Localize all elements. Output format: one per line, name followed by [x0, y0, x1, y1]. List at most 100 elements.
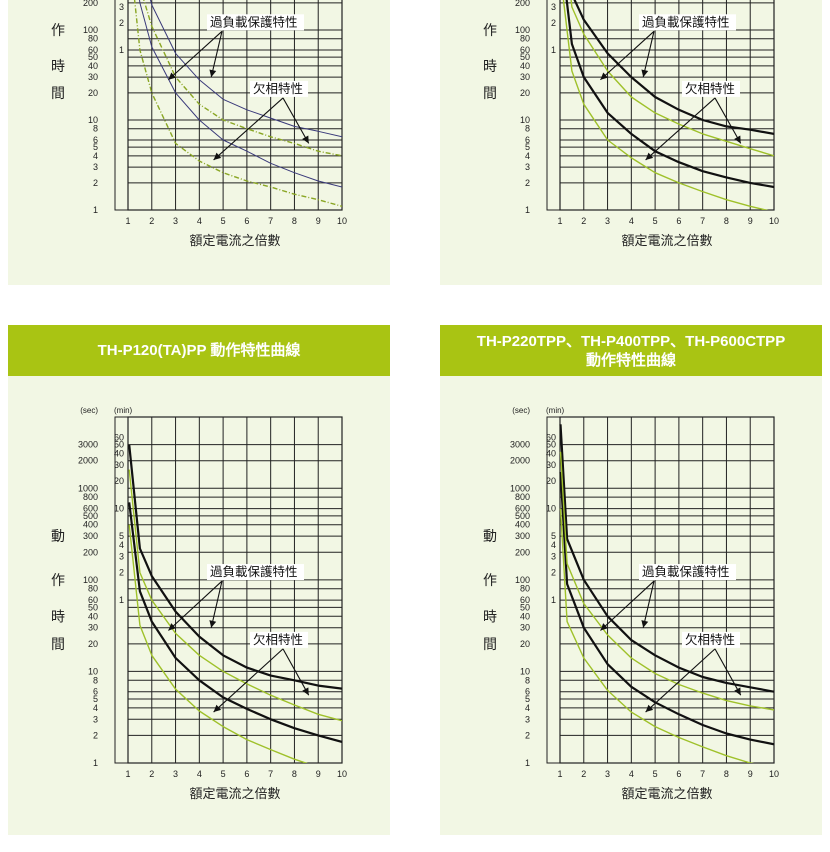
annotation-arrow [714, 648, 742, 696]
min-column-frame [114, 416, 129, 764]
y-tick-sec-label: 80 [520, 584, 530, 594]
y-tick-sec-label: 1 [525, 758, 530, 768]
x-tick-label: 1 [125, 216, 130, 226]
y-tick-sec-label: 3 [525, 162, 530, 172]
arrow-shaft [642, 31, 655, 78]
arrow-shaft [714, 97, 742, 144]
y-axis-label-char: 時 [483, 608, 497, 624]
y-tick-min-label: 60 [546, 432, 556, 442]
curves-group [562, 0, 774, 210]
chart-panel-bottom-left: TH-P120(TA)PP 動作特性曲線 3000 2000 1000 800 600 5… [8, 325, 390, 835]
min-column-frame [546, 0, 561, 211]
y-tick-sec-label: 400 [83, 520, 98, 530]
y-axis-label-char: 動 [51, 528, 65, 544]
y-tick-min-label: 2 [119, 18, 124, 28]
arrow-shaft [600, 580, 655, 631]
y-tick-sec-label: 50 [520, 52, 530, 62]
annotation-arrow [209, 31, 223, 78]
y-tick-sec-label: 60 [520, 595, 530, 605]
x-tick-label: 3 [605, 216, 610, 226]
y-axis-label-char: 時 [483, 58, 497, 74]
x-tick-label: 6 [676, 769, 681, 779]
y-tick-sec-label: 4 [525, 703, 530, 713]
annotation-arrow [168, 30, 223, 81]
y-tick-sec-label: 6 [93, 135, 98, 145]
annotation-arrow [209, 580, 223, 628]
x-axis-label: 額定電流之倍數 [189, 233, 280, 248]
y-tick-min-label: 10 [114, 504, 124, 514]
curve-overload [559, 472, 774, 746]
x-tick-label: 8 [292, 769, 297, 779]
annotation-overload-label-bg [207, 14, 304, 31]
arrow-head [600, 623, 608, 631]
arrow-head [734, 135, 741, 144]
y-axis-label-char: 作 [51, 572, 65, 588]
x-tick-label: 2 [581, 216, 586, 226]
y-tick-sec-label: 4 [93, 151, 98, 161]
min-column-frame [114, 0, 129, 211]
arrow-head [209, 620, 217, 628]
arrow-head [213, 704, 222, 713]
annotation-phase-loss-label: 欠相特性 [253, 81, 303, 96]
annotation-overload-label-bg [639, 14, 736, 31]
y-tick-sec-label: 20 [520, 88, 530, 98]
annotation-phase-loss-label: 欠相特性 [253, 632, 303, 647]
x-tick-label: 7 [700, 216, 705, 226]
chart-grid [127, 416, 343, 764]
arrow-head [600, 72, 608, 80]
y-tick-sec-label: 200 [515, 547, 530, 557]
y-tick-sec-label: 8 [93, 124, 98, 134]
arrow-head [302, 687, 309, 696]
curve-overload [139, 0, 342, 188]
x-tick-label: 5 [653, 769, 658, 779]
arrow-shaft [168, 30, 223, 81]
y-tick-sec-label: 3000 [510, 440, 530, 450]
x-tick-label: 9 [316, 769, 321, 779]
y-tick-sec-label: 80 [88, 584, 98, 594]
panel-title-text-line2: 動作特性曲線 [585, 351, 676, 369]
y-tick-min-label: 3 [119, 2, 124, 12]
curve-phase-loss [128, 469, 342, 722]
y-tick-min-label: 30 [546, 460, 556, 470]
y-tick-sec-label: 8 [525, 124, 530, 134]
y-tick-sec-label: 5 [525, 142, 530, 152]
y-axis-label-char: 時 [51, 608, 65, 624]
arrow-head [734, 687, 741, 696]
curve-phase-loss [128, 524, 308, 763]
x-tick-label: 9 [748, 216, 753, 226]
y-tick-min-label: 10 [546, 504, 556, 514]
annotation-arrow [282, 648, 310, 696]
y-tick-sec-label: 40 [520, 61, 530, 71]
y-tick-sec-label: 10 [520, 115, 530, 125]
annotation-phase-loss-label-bg [682, 80, 740, 97]
arrow-shaft [645, 97, 716, 161]
y-tick-sec-label: 50 [520, 602, 530, 612]
chart-grid [559, 0, 775, 211]
x-tick-label: 7 [268, 769, 273, 779]
x-axis-label: 額定電流之倍數 [621, 786, 712, 801]
y-tick-sec-label: 100 [515, 25, 530, 35]
y-tick-min-label: 30 [114, 460, 124, 470]
y-tick-min-label: 4 [119, 0, 124, 1]
y-tick-min-label: 20 [546, 476, 556, 486]
y-tick-sec-label: 2 [93, 730, 98, 740]
y-tick-sec-label: 100 [83, 25, 98, 35]
y-tick-sec-label: 100 [515, 575, 530, 585]
x-tick-label: 6 [244, 216, 249, 226]
y-tick-min-label: 4 [551, 0, 556, 1]
x-tick-label: 8 [292, 216, 297, 226]
y-tick-sec-label: 30 [88, 72, 98, 82]
annotation-overload-label: 過負載保護特性 [642, 564, 730, 579]
y-unit-sec: (sec) [512, 406, 530, 415]
panel-title: TH-P220TPP、TH-P400TPP、TH-P600CTPP 動作特性曲線 [440, 325, 822, 376]
y-tick-min-label: 4 [119, 540, 124, 550]
x-tick-label: 2 [149, 216, 154, 226]
y-tick-sec-label: 6 [525, 687, 530, 697]
x-tick-label: 4 [629, 769, 634, 779]
y-tick-min-label: 3 [551, 2, 556, 12]
arrow-shaft [210, 580, 223, 628]
chart-svg-top-right: 3000200010008006005004003002001008060504… [483, 0, 779, 248]
y-tick-sec-label: 80 [88, 34, 98, 44]
x-tick-label: 1 [125, 769, 130, 779]
y-tick-sec-label: 10 [520, 666, 530, 676]
